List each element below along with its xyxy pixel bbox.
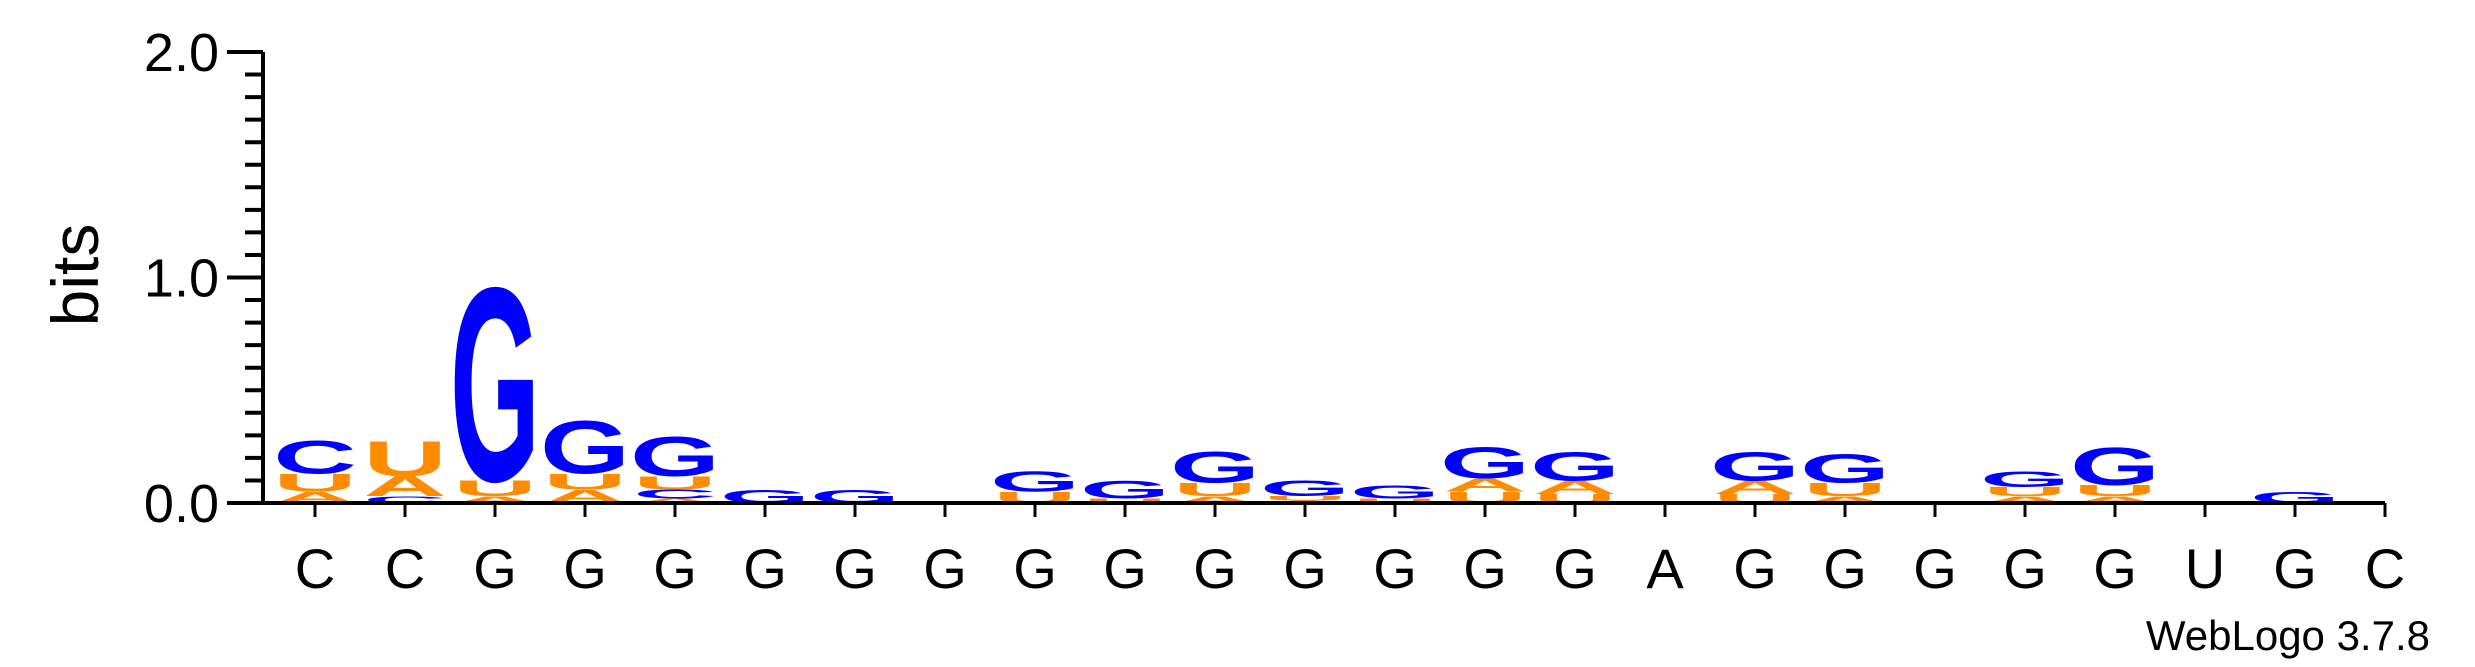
sequence-label: C xyxy=(385,537,425,600)
logo-letter-A: A xyxy=(1713,477,1797,498)
logo-letter-G: G xyxy=(1980,467,2070,492)
logo-letter-A: A xyxy=(1533,477,1617,498)
sequence-label: C xyxy=(2365,537,2405,600)
y-tick-label: 2.0 xyxy=(144,23,219,83)
logo-letter-G: G xyxy=(540,405,630,490)
logo-letter-stacks: AUCCAUAUGAUGACUGGGUGUGAUGAUGUGUAGUAGUAGA… xyxy=(273,231,2340,540)
sequence-label: G xyxy=(2003,537,2047,600)
sequence-label: G xyxy=(743,537,787,600)
logo-letter-U: U xyxy=(1803,479,1887,500)
sequence-label: G xyxy=(1733,537,1777,600)
logo-letter-G: G xyxy=(1260,476,1350,501)
logo-letter-G: G xyxy=(1530,444,1620,490)
y-tick-label: 1.0 xyxy=(144,249,219,309)
sequence-label: A xyxy=(1646,537,1684,600)
logo-letter-G: G xyxy=(450,231,540,540)
logo-letter-A: A xyxy=(2073,495,2157,505)
sequence-label: G xyxy=(2273,537,2317,600)
logo-letter-C: C xyxy=(363,495,447,505)
logo-letter-U: U xyxy=(1353,497,1437,504)
sequence-label: G xyxy=(653,537,697,600)
sequence-label: G xyxy=(833,537,877,600)
logo-letter-G: G xyxy=(1440,438,1530,487)
logo-letter-U: U xyxy=(1083,497,1167,504)
sequence-label: G xyxy=(923,537,967,600)
sequence-label: G xyxy=(1283,537,1327,600)
sequence-label: G xyxy=(1373,537,1417,600)
y-axis-ticks: 0.0 1.0 2.0 xyxy=(144,23,263,534)
logo-letter-A: A xyxy=(1803,495,1887,505)
logo-letter-C: C xyxy=(633,487,717,501)
logo-letter-U: U xyxy=(1983,485,2067,499)
logo-letter-G: G xyxy=(1170,443,1260,492)
logo-letter-C: C xyxy=(273,431,357,484)
sequence-label: G xyxy=(1463,537,1507,600)
logo-letter-G: G xyxy=(990,466,1080,498)
sequence-label: G xyxy=(473,537,517,600)
logo-letter-U: U xyxy=(1263,495,1347,502)
sequence-label: U xyxy=(2185,537,2225,600)
logo-letter-A: A xyxy=(1173,495,1257,505)
logo-letter-G: G xyxy=(1350,481,1440,502)
logo-letter-U: U xyxy=(273,469,357,497)
logo-letter-U: U xyxy=(1173,479,1257,500)
sequence-label: G xyxy=(1823,537,1867,600)
logo-letter-G: G xyxy=(630,425,720,488)
logo-letter-A: A xyxy=(363,471,447,503)
y-axis-title: bits xyxy=(38,224,112,327)
sequence-label: G xyxy=(1193,537,1237,600)
logo-letter-G: G xyxy=(1710,444,1800,490)
logo-letter-G: G xyxy=(1080,476,1170,504)
logo-letter-A: A xyxy=(1983,495,2067,505)
y-tick-label: 0.0 xyxy=(144,474,219,534)
sequence-label: G xyxy=(1013,537,1057,600)
sequence-label: G xyxy=(563,537,607,600)
sequence-label: C xyxy=(295,537,335,600)
sequence-label: G xyxy=(1103,537,1147,600)
logo-letter-G: G xyxy=(1800,446,1890,492)
logo-letter-U: U xyxy=(2073,482,2157,500)
sequence-label: G xyxy=(1553,537,1597,600)
logo-letter-U: U xyxy=(633,472,717,493)
logo-letter-G: G xyxy=(2070,437,2160,497)
logo-letter-A: A xyxy=(453,495,537,505)
logo-letter-A: A xyxy=(1443,475,1527,496)
logo-letter-U: U xyxy=(453,476,537,501)
logo-letter-U: U xyxy=(543,470,627,495)
logo-letter-A: A xyxy=(633,497,717,504)
weblogo-version-footer: WebLogo 3.7.8 xyxy=(2146,612,2430,659)
sequence-label: G xyxy=(1913,537,1957,600)
sequence-label: G xyxy=(2093,537,2137,600)
logo-letter-U: U xyxy=(363,430,447,486)
